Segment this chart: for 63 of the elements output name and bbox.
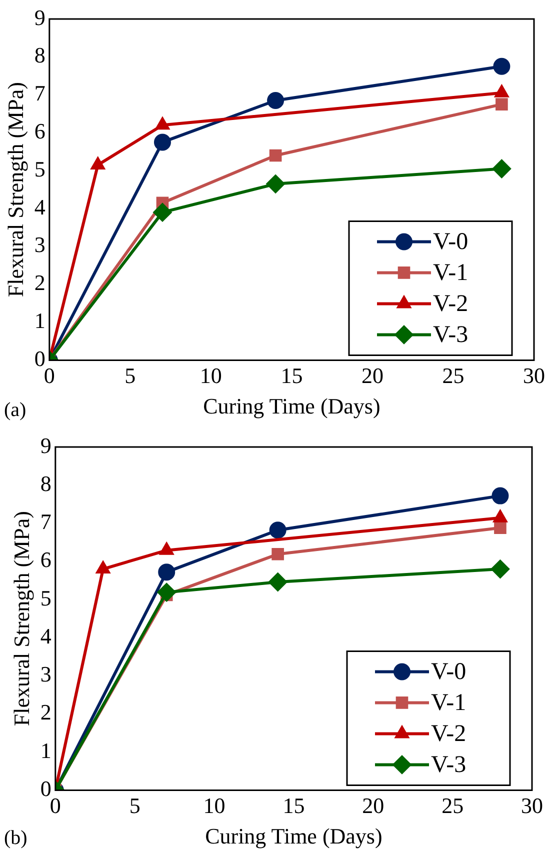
point bbox=[96, 560, 110, 574]
point bbox=[267, 92, 284, 110]
y-tick-label: 1 bbox=[40, 738, 52, 763]
legend-label: V-3 bbox=[431, 752, 466, 778]
legend-label: V-0 bbox=[431, 658, 466, 685]
legend-label: V-2 bbox=[431, 720, 466, 747]
y-tick-label: 9 bbox=[40, 432, 52, 458]
y-tick-label: 0 bbox=[34, 346, 46, 371]
legend-label: V-0 bbox=[433, 228, 468, 255]
y-tick-label: 3 bbox=[34, 232, 46, 258]
point bbox=[157, 582, 176, 602]
point bbox=[494, 522, 506, 534]
y-tick-label: 2 bbox=[40, 700, 52, 725]
point bbox=[272, 548, 284, 560]
point bbox=[269, 149, 282, 162]
x-tick-label: 5 bbox=[124, 363, 136, 388]
y-tick-label: 5 bbox=[40, 585, 52, 610]
y-tick-label: 8 bbox=[40, 470, 52, 496]
x-tick-label: 10 bbox=[200, 363, 222, 388]
x-tick-label: 5 bbox=[129, 793, 140, 818]
y-axis-title: Flexural Strength (MPa) bbox=[8, 511, 34, 726]
legend-label: V-2 bbox=[433, 290, 468, 317]
x-tick-label: 20 bbox=[362, 793, 384, 818]
text: (a) bbox=[4, 399, 26, 422]
x-tick-label: 10 bbox=[203, 793, 226, 818]
point bbox=[490, 560, 510, 579]
y-tick-label: 7 bbox=[40, 509, 52, 534]
legend-label: V-1 bbox=[433, 260, 468, 286]
y-tick-label: 6 bbox=[40, 547, 52, 572]
y-tick-label: 7 bbox=[34, 80, 46, 106]
x-tick-label: 30 bbox=[523, 363, 545, 388]
y-axis-title: Flexural Strength (MPa) bbox=[2, 82, 28, 298]
point bbox=[158, 564, 176, 581]
x-tick-label: 20 bbox=[361, 363, 384, 388]
legend-label: V-1 bbox=[431, 690, 466, 716]
point bbox=[154, 134, 171, 151]
y-tick-label: 5 bbox=[34, 156, 46, 182]
y-tick-label: 2 bbox=[34, 270, 46, 296]
point bbox=[496, 98, 508, 110]
point bbox=[493, 58, 510, 75]
point bbox=[492, 159, 512, 178]
text: (b) bbox=[4, 827, 28, 850]
y-tick-label: 6 bbox=[34, 118, 46, 144]
y-tick-label: 4 bbox=[40, 623, 52, 648]
point bbox=[152, 202, 172, 222]
y-tick-label: 9 bbox=[34, 4, 46, 30]
point bbox=[492, 487, 509, 504]
x-axis-title: Curing Time (Days) bbox=[203, 394, 380, 419]
x-tick-label: 15 bbox=[282, 793, 305, 818]
x-tick-label: 15 bbox=[280, 363, 303, 388]
y-tick-label: 4 bbox=[34, 194, 46, 220]
point bbox=[266, 174, 286, 194]
x-tick-label: 25 bbox=[442, 793, 464, 818]
y-tick-label: 3 bbox=[40, 662, 52, 687]
y-tick-label: 0 bbox=[40, 776, 52, 801]
y-tick-label: 1 bbox=[34, 308, 46, 334]
y-tick-label: 8 bbox=[34, 42, 46, 68]
legend-label: V-3 bbox=[433, 322, 468, 348]
point bbox=[269, 522, 286, 539]
x-tick-label: 30 bbox=[521, 793, 543, 818]
x-tick-label: 25 bbox=[442, 363, 464, 388]
point bbox=[268, 572, 288, 592]
x-axis-title: Curing Time (Days) bbox=[205, 824, 382, 849]
